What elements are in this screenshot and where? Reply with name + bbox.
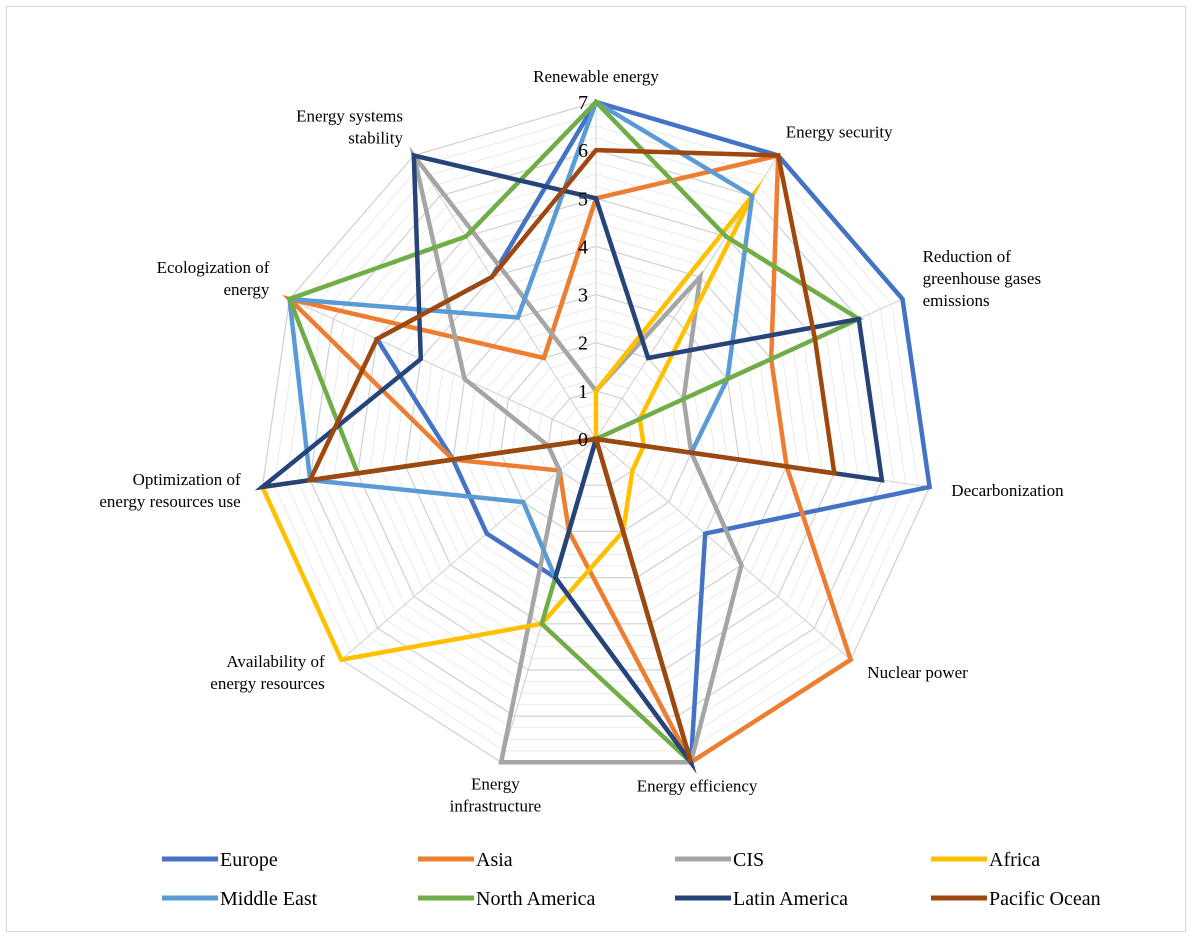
axis-label: Energy efficiency [637, 777, 758, 796]
legend-label: North America [476, 888, 596, 910]
legend-label: Asia [476, 849, 513, 871]
radar-series [254, 98, 933, 774]
legend-label: Africa [989, 849, 1040, 871]
grid-ring-minor [559, 402, 633, 475]
series-line-middle-east [286, 98, 755, 585]
grid-ring-minor [524, 366, 668, 509]
tick-label: 6 [578, 140, 588, 162]
series-line-pacific-ocean [306, 147, 837, 763]
legend: Europe Asia CIS Africa Middle East North Amer… [162, 849, 1101, 910]
axis-spoke [413, 155, 597, 440]
series-line-north-america [286, 98, 864, 770]
axis-spoke [595, 438, 852, 661]
legend-item-europe: Europe [162, 849, 278, 871]
axis-labels: Renewable energy Energy security Reduction… [99, 67, 1064, 816]
grid-ring-minor [297, 137, 895, 729]
axis-label: Reduction of greenhouse gases emissions [923, 247, 1042, 310]
grid-ring-major [404, 245, 788, 625]
axis-label: Energy security [786, 123, 893, 142]
grid-ring-major [452, 293, 740, 579]
legend-label: Europe [220, 849, 278, 871]
grid-ring-minor [476, 318, 716, 555]
legend-item-north-america: North America [418, 888, 596, 910]
axis-label: Renewable energy [533, 67, 659, 86]
radial-tick-labels: 0 1 2 3 4 5 6 7 [578, 92, 588, 451]
legend-label: Middle East [220, 888, 318, 910]
axis-label-line: energy [223, 280, 269, 299]
axis-spoke [340, 438, 597, 661]
axis-label-line: infrastructure [450, 797, 542, 816]
grid-ring-minor [416, 258, 776, 613]
axis-label-line: Energy efficiency [637, 777, 758, 796]
series-line-latin-america [254, 152, 885, 774]
axis-label-line: energy resources [210, 674, 324, 693]
tick-label: 4 [578, 236, 588, 258]
legend-label: Pacific Ocean [989, 888, 1101, 910]
grid-ring-minor [273, 113, 919, 752]
axis-label: Availability of energy resources [210, 652, 325, 693]
axis-label-line: Renewable energy [533, 67, 659, 86]
legend-label: Latin America [733, 888, 848, 910]
axis-label-line: Reduction of [923, 247, 1012, 266]
grid-ring-major [500, 342, 692, 533]
axis-label-line: Optimization of [133, 470, 241, 489]
axis-label-line: emissions [923, 291, 990, 310]
legend-item-pacific-ocean: Pacific Ocean [931, 888, 1101, 910]
axis-label-line: Decarbonization [951, 481, 1064, 500]
tick-label: 5 [578, 188, 588, 210]
tick-label: 0 [578, 429, 588, 451]
legend-label: CIS [733, 849, 764, 871]
axis-label: Nuclear power [867, 663, 968, 682]
series-line-asia [282, 152, 854, 766]
legend-item-cis: CIS [675, 849, 764, 871]
grid-ring-minor [512, 354, 680, 521]
grid-ring-major [547, 390, 645, 486]
legend-item-latin-america: Latin America [675, 888, 848, 910]
axis-label: Energy systems stability [296, 107, 403, 148]
legend-item-africa: Africa [931, 849, 1040, 871]
axis-label: Ecologization of energy [157, 258, 270, 299]
grid-ring-minor [488, 330, 704, 544]
grid-ring-minor [333, 173, 859, 694]
grid-ring-minor [464, 306, 728, 567]
series-line-cis [409, 146, 744, 765]
axis-label-line: Energy [471, 775, 520, 794]
axis-spoke [289, 298, 597, 440]
legend-item-asia: Asia [418, 849, 513, 871]
tick-label: 7 [578, 92, 588, 114]
legend-item-middle-east: Middle East [162, 888, 318, 910]
axis-label-line: Nuclear power [867, 663, 968, 682]
grid-ring-major [309, 149, 883, 717]
axis-label: Decarbonization [951, 481, 1064, 500]
axis-label-line: stability [348, 129, 403, 148]
axis-label-line: Energy systems [296, 107, 403, 126]
grid-ring-minor [535, 378, 657, 498]
tick-label: 3 [578, 285, 588, 307]
axis-label: Energy infrastructure [450, 775, 542, 816]
tick-label: 1 [578, 381, 588, 403]
axis-label-line: Availability of [226, 652, 325, 671]
tick-label: 2 [578, 333, 588, 355]
axis-label-line: greenhouse gases [923, 269, 1042, 288]
axis-label-line: energy resources use [99, 492, 240, 511]
axis-label-line: Energy security [786, 123, 893, 142]
grid-ring-minor [428, 270, 764, 602]
axis-label-line: Ecologization of [157, 258, 270, 277]
axis-label: Optimization of energy resources use [99, 470, 241, 511]
